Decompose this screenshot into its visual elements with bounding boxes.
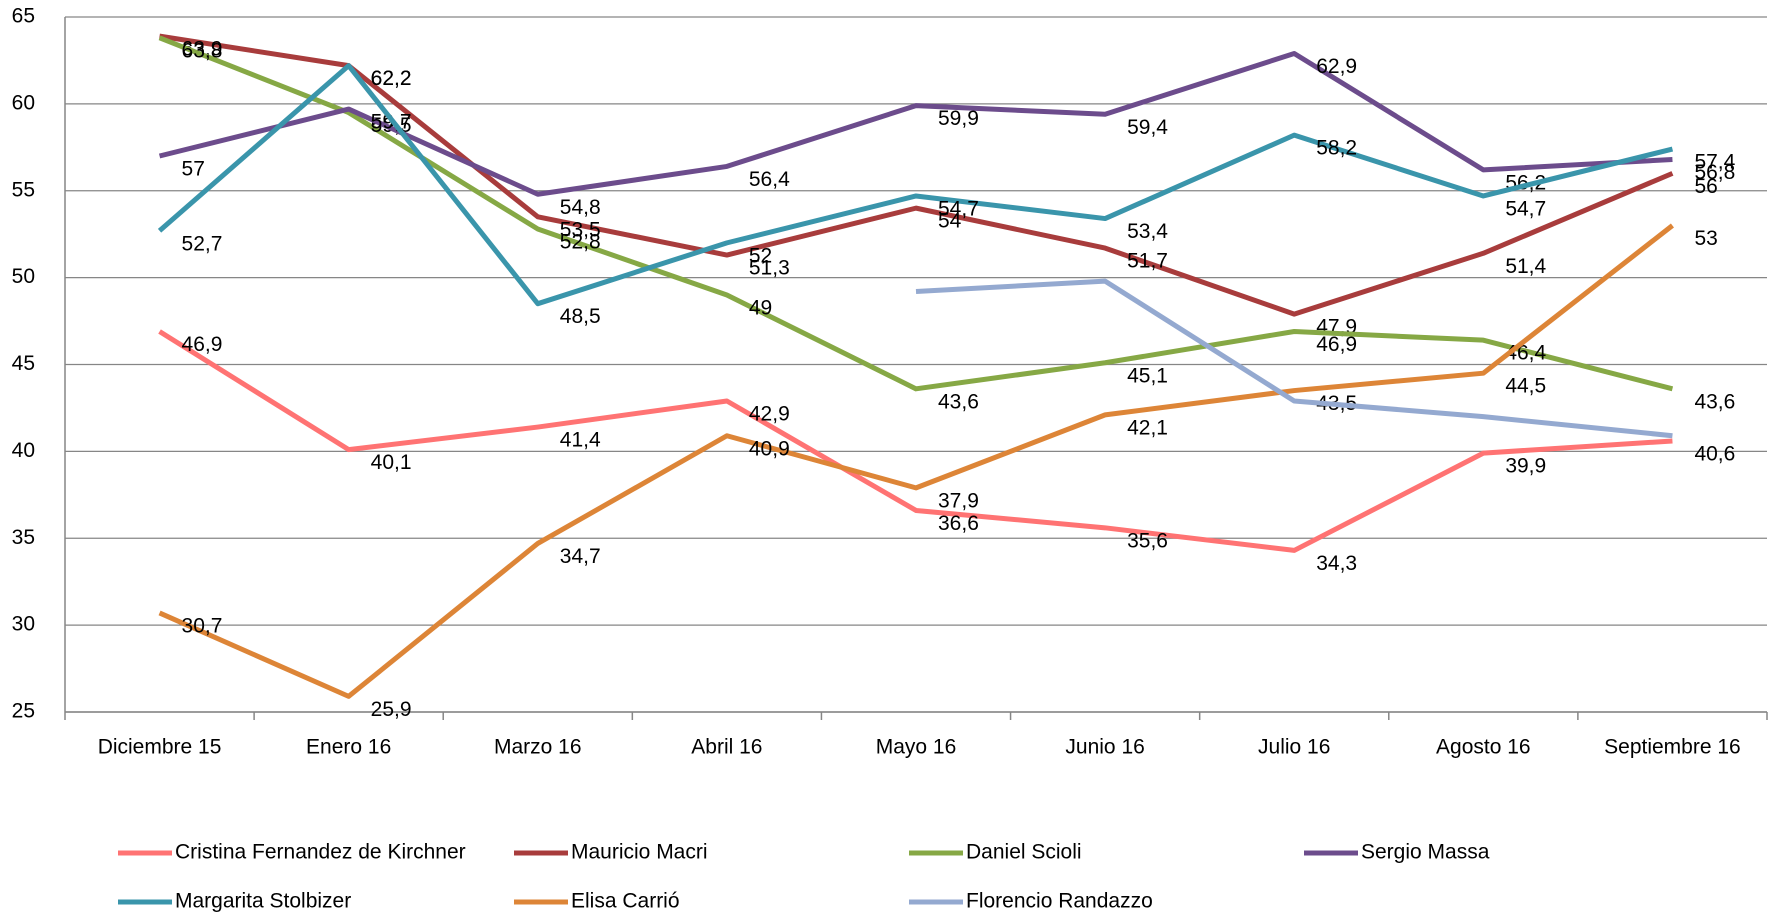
data-label: 34,3 xyxy=(1316,552,1357,575)
x-tick-label: Abril 16 xyxy=(691,736,762,759)
series-line xyxy=(158,329,1673,553)
y-tick-label: 35 xyxy=(12,526,35,549)
data-label: 40,6 xyxy=(1694,442,1735,465)
data-label: 41,4 xyxy=(560,429,601,452)
data-label: 62,2 xyxy=(371,67,412,90)
x-tick-label: Septiembre 16 xyxy=(1604,736,1741,759)
legend-label: Cristina Fernandez de Kirchner xyxy=(175,841,466,864)
data-label: 39,9 xyxy=(1505,455,1546,478)
data-label: 43,6 xyxy=(1694,390,1735,413)
data-label: 51,4 xyxy=(1505,255,1546,278)
y-tick-label: 55 xyxy=(12,178,35,201)
data-label: 54 xyxy=(938,210,962,233)
data-label: 40,9 xyxy=(749,437,790,460)
data-label: 37,9 xyxy=(938,489,979,512)
data-label: 53,4 xyxy=(1127,220,1168,243)
legend-label: Margarita Stolbizer xyxy=(175,890,351,913)
data-label: 30,7 xyxy=(182,615,223,638)
x-tick-label: Marzo 16 xyxy=(494,736,582,759)
legend-label: Florencio Randazzo xyxy=(966,890,1153,913)
series-line xyxy=(158,35,1674,392)
x-tick-label: Julio 16 xyxy=(1258,736,1330,759)
data-label: 63,8 xyxy=(182,39,223,62)
data-label: 35,6 xyxy=(1127,529,1168,552)
data-label: 51,7 xyxy=(1127,250,1168,273)
data-label: 46,9 xyxy=(1316,333,1357,356)
y-tick-label: 25 xyxy=(12,700,35,723)
data-label: 57,4 xyxy=(1694,151,1735,174)
x-tick-label: Enero 16 xyxy=(306,736,391,759)
data-label: 56 xyxy=(1694,175,1717,198)
data-label: 42,1 xyxy=(1127,416,1168,439)
series-line xyxy=(159,33,1674,317)
data-label: 42,9 xyxy=(749,403,790,426)
x-tick-label: Junio 16 xyxy=(1065,736,1144,759)
data-label: 48,5 xyxy=(560,305,601,328)
data-label: 54,7 xyxy=(938,198,979,221)
data-label: 62,9 xyxy=(1316,55,1357,78)
y-tick-label: 30 xyxy=(12,613,35,636)
series-line xyxy=(158,223,1674,699)
data-label: 44,5 xyxy=(1505,375,1546,398)
data-label: 54,7 xyxy=(1505,198,1546,221)
data-label: 51,3 xyxy=(749,257,790,280)
x-tick-label: Agosto 16 xyxy=(1436,736,1531,759)
legend-label: Mauricio Macri xyxy=(571,841,708,864)
data-label: 56,4 xyxy=(749,168,790,191)
data-label: 58,2 xyxy=(1316,137,1357,160)
data-label: 49 xyxy=(749,297,772,320)
data-label: 53,5 xyxy=(560,218,601,241)
y-tick-label: 50 xyxy=(12,265,35,288)
x-tick-label: Mayo 16 xyxy=(876,736,957,759)
y-tick-label: 45 xyxy=(12,352,35,375)
legend-label: Daniel Scioli xyxy=(966,841,1082,864)
data-label: 36,6 xyxy=(938,512,979,535)
data-label: 53 xyxy=(1694,227,1717,250)
y-tick-label: 65 xyxy=(12,5,35,28)
series-line xyxy=(158,50,1673,197)
data-label: 57 xyxy=(182,158,205,181)
legend-label: Sergio Massa xyxy=(1361,841,1490,864)
data-label: 59,4 xyxy=(1127,116,1168,139)
y-tick-label: 60 xyxy=(12,91,35,114)
data-label: 59,9 xyxy=(938,107,979,130)
series-line xyxy=(157,63,1674,307)
data-label: 25,9 xyxy=(371,698,412,721)
legend-label: Elisa Carrió xyxy=(571,890,680,913)
data-label: 43,6 xyxy=(938,390,979,413)
data-label: 52,8 xyxy=(560,231,601,254)
data-label: 63,9 xyxy=(182,38,223,61)
data-label: 40,1 xyxy=(371,451,412,474)
data-label: 56,8 xyxy=(1694,161,1735,184)
data-label: 62,2 xyxy=(371,67,412,90)
data-label: 34,7 xyxy=(560,545,601,568)
series-line xyxy=(915,278,1673,439)
data-label: 45,1 xyxy=(1127,364,1168,387)
y-tick-label: 40 xyxy=(12,439,35,462)
data-label: 52 xyxy=(749,244,772,267)
data-label: 54,8 xyxy=(560,196,601,219)
data-label: 52,7 xyxy=(182,232,223,255)
data-label: 46,9 xyxy=(182,333,223,356)
x-tick-label: Diciembre 15 xyxy=(98,736,222,759)
